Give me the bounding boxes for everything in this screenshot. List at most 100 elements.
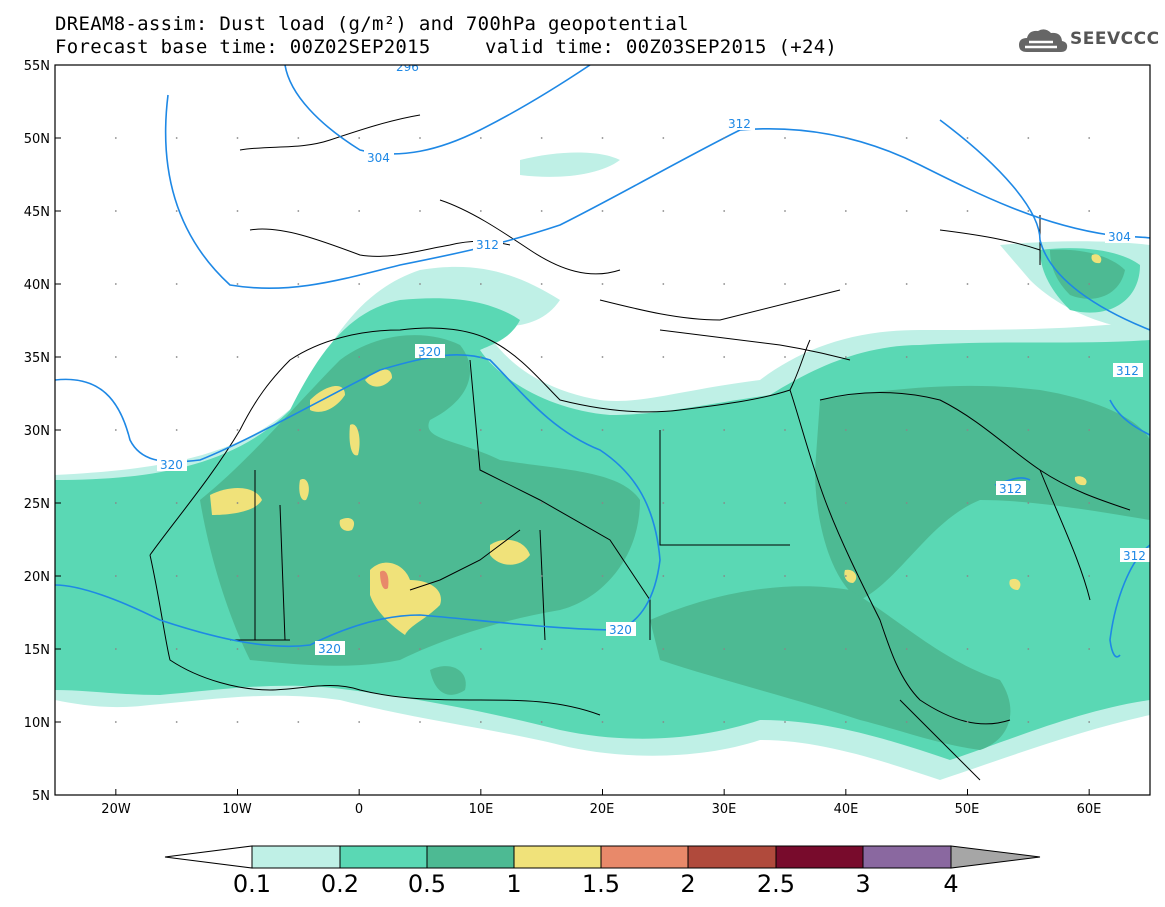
grid-dot — [479, 283, 482, 285]
grid-dot — [358, 429, 361, 431]
lat-label: 15N — [24, 643, 50, 658]
grid-dot — [905, 648, 908, 650]
grid-dot — [479, 502, 482, 504]
grid-dot — [966, 356, 969, 358]
grid-dot — [175, 429, 178, 431]
grid-dot — [358, 210, 361, 212]
svg-text:312: 312 — [728, 117, 751, 131]
axis-ticks — [55, 64, 1090, 796]
grid-dot — [1027, 210, 1030, 212]
grid-dot — [844, 648, 847, 650]
grid-dot — [1088, 137, 1091, 139]
grid-dot — [236, 356, 239, 358]
grid-dot — [844, 502, 847, 504]
grid-dot — [905, 283, 908, 285]
grid-dot — [114, 721, 117, 723]
svg-text:320: 320 — [609, 623, 632, 637]
grid-dot — [784, 721, 786, 723]
grid-dot — [662, 356, 665, 358]
grid-dot — [601, 721, 604, 723]
grid-dot — [662, 721, 665, 723]
lon-label: 10W — [222, 802, 252, 817]
grid-dot — [236, 283, 239, 285]
grid-dot — [662, 575, 665, 577]
lon-label: 40E — [834, 802, 859, 817]
contour-label: 312 — [1120, 548, 1150, 563]
grid-dot — [844, 429, 847, 431]
dust-level-1.5 — [380, 570, 389, 590]
lon-label: 20W — [101, 802, 131, 817]
grid-dot — [601, 648, 604, 650]
lat-label: 55N — [24, 59, 50, 74]
grid-dot — [966, 283, 969, 285]
lon-axis: 20W 10W 0 10E 20E 30E 40E 50E 60E — [101, 802, 1101, 817]
grid-dot — [540, 502, 543, 504]
lon-label: 20E — [590, 802, 615, 817]
dust-level-0.5 — [200, 249, 1150, 750]
lat-label: 30N — [24, 424, 50, 439]
grid-dot — [419, 502, 421, 504]
grid-dot — [358, 283, 361, 285]
grid-dot — [540, 137, 543, 139]
svg-text:304: 304 — [367, 151, 390, 165]
grid-dot — [723, 648, 726, 650]
grid-dot — [114, 575, 117, 577]
grid-dot — [784, 648, 786, 650]
grid-dot — [175, 575, 178, 577]
lat-label: 25N — [24, 497, 50, 512]
grid-dot — [905, 721, 908, 723]
grid-dot — [1027, 356, 1030, 358]
grid-dot — [1088, 429, 1091, 431]
seevccc-logo: SEEVCCC — [1017, 24, 1159, 58]
grid-dot — [662, 283, 665, 285]
grid-dot — [905, 210, 908, 212]
grid-dot — [601, 137, 604, 139]
grid-dot — [236, 137, 239, 139]
contour-label: 304 — [364, 150, 394, 165]
grid-dot — [419, 283, 421, 285]
grid-dot — [540, 210, 543, 212]
grid-dot — [966, 210, 969, 212]
grid-dot — [114, 210, 117, 212]
lat-label: 35N — [24, 351, 50, 366]
grid-dot — [844, 283, 847, 285]
grid-dot — [297, 575, 300, 577]
contour-label: 312 — [725, 116, 755, 131]
grid-dot — [297, 429, 300, 431]
lat-label: 5N — [32, 789, 50, 804]
forecast-base-time: Forecast base time: 00Z02SEP2015 — [55, 36, 431, 58]
grid-dot — [784, 210, 786, 212]
grid-dot — [1027, 283, 1030, 285]
grid-dot — [662, 137, 665, 139]
grid-dot — [1027, 575, 1030, 577]
grid-dot — [601, 575, 604, 577]
lon-label: 50E — [955, 802, 980, 817]
grid-dot — [236, 721, 239, 723]
grid-dot — [905, 502, 908, 504]
svg-text:320: 320 — [318, 642, 341, 656]
lat-axis: 55N 50N 45N 40N 35N 30N 25N 20N 15N 10N … — [24, 59, 50, 804]
contour-label: 312 — [1113, 363, 1143, 378]
grid-dot — [114, 648, 117, 650]
contour-label: 320 — [415, 344, 445, 359]
svg-text:312: 312 — [999, 482, 1022, 496]
grid-dot — [723, 575, 726, 577]
grid-dot — [175, 648, 178, 650]
grid-dot — [358, 575, 361, 577]
grid-dot — [844, 137, 847, 139]
grid-dot — [662, 210, 665, 212]
graticule-dots — [114, 137, 1091, 723]
grid-dot — [723, 429, 726, 431]
grid-dot — [175, 356, 178, 358]
grid-dot — [479, 575, 482, 577]
grid-dot — [844, 356, 847, 358]
svg-text:312: 312 — [476, 238, 499, 252]
grid-dot — [114, 429, 117, 431]
grid-dot — [236, 648, 239, 650]
grid-dot — [784, 502, 786, 504]
grid-dot — [540, 575, 543, 577]
contour-label: 304 — [1105, 229, 1135, 244]
grid-dot — [784, 137, 786, 139]
grid-dot — [358, 721, 361, 723]
grid-dot — [966, 721, 969, 723]
